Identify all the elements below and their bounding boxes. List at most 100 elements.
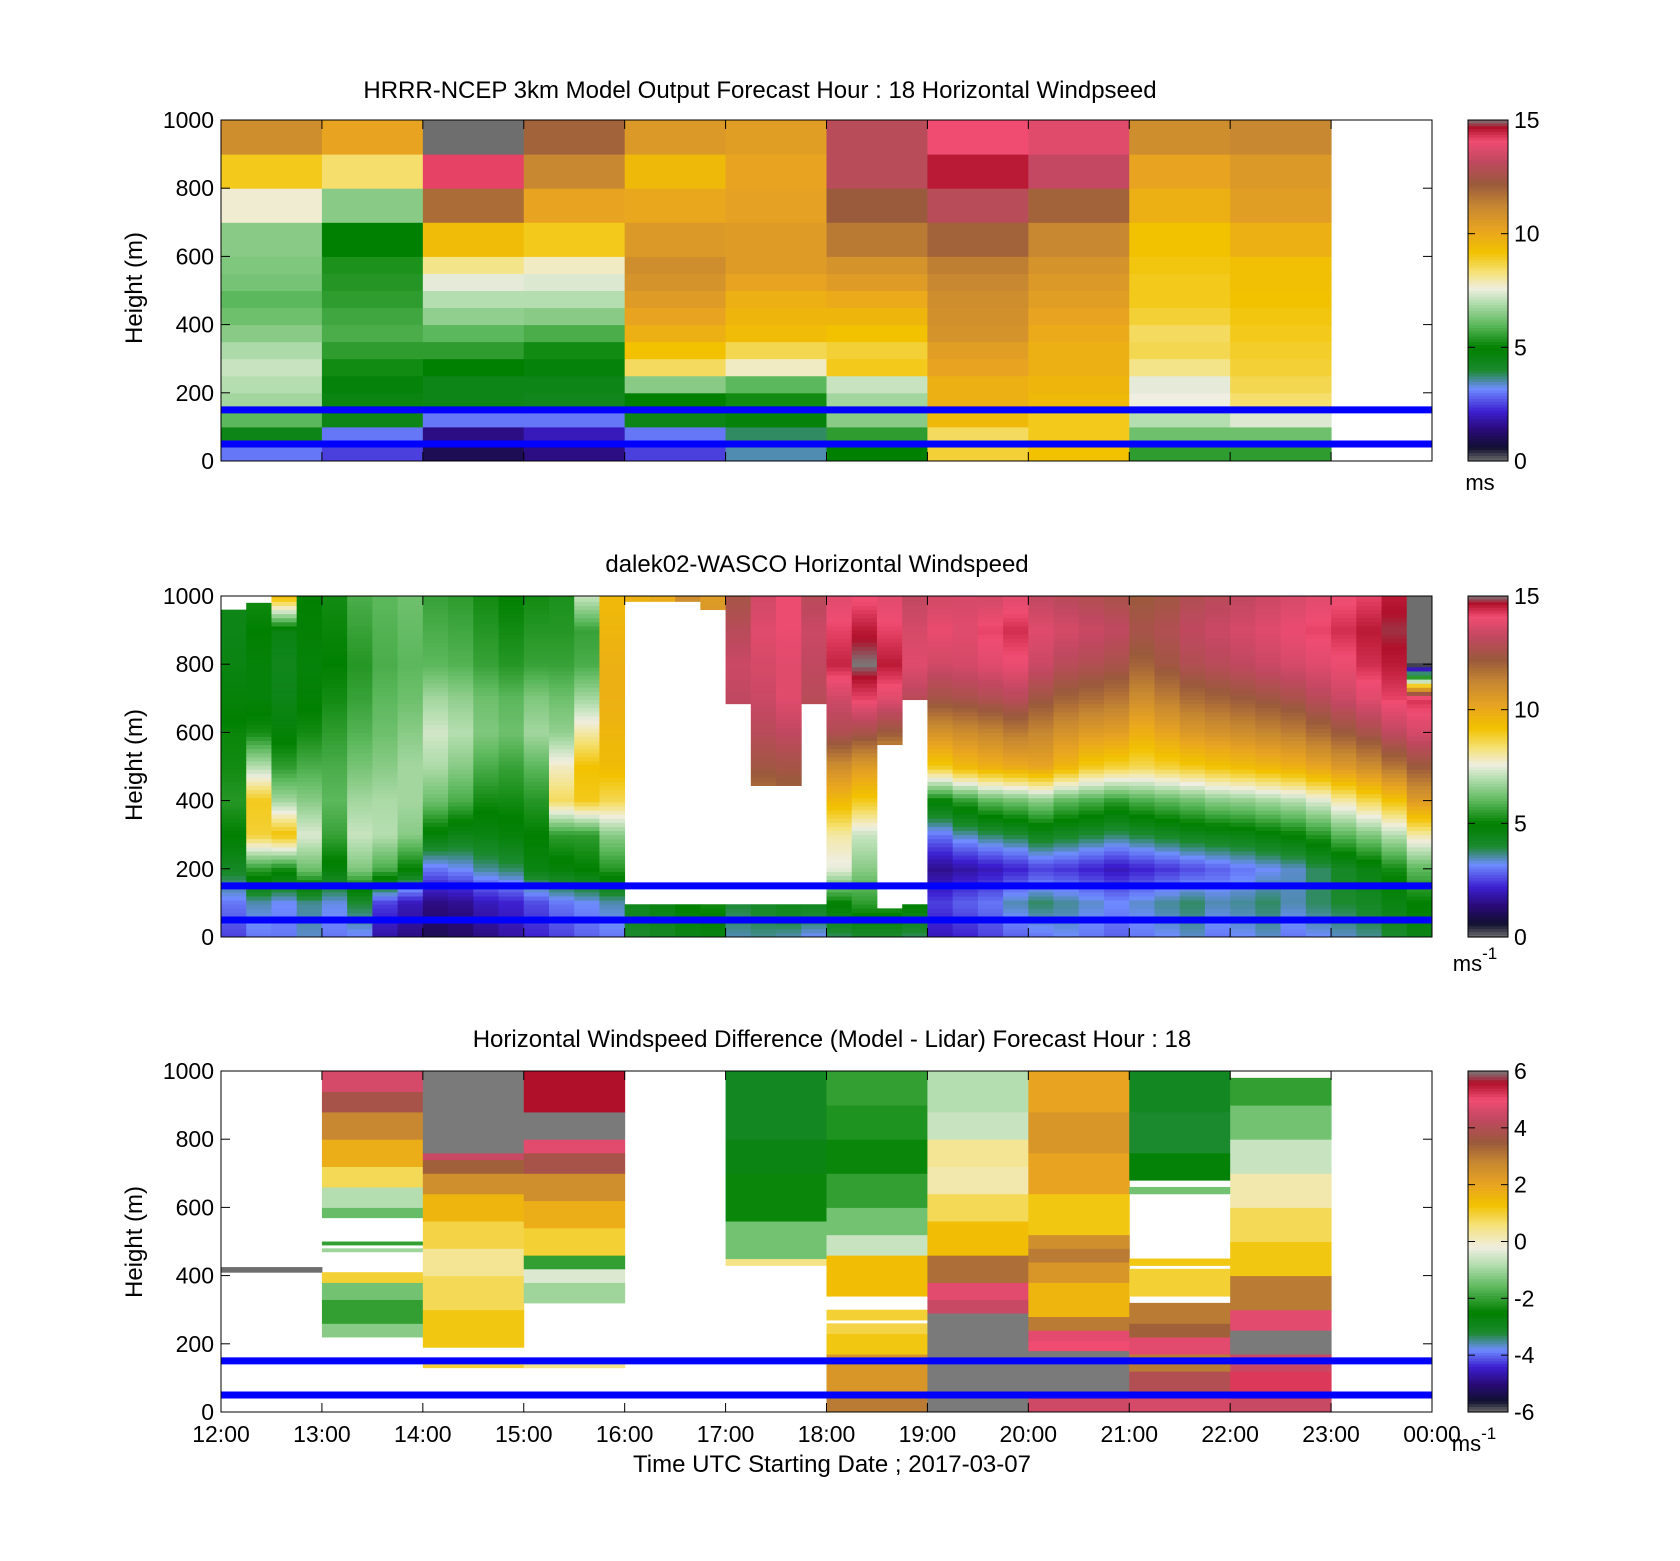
heatmap-cell	[1331, 818, 1357, 823]
heatmap-cell	[876, 724, 903, 729]
heatmap-cell	[321, 724, 348, 729]
heatmap-cell	[221, 826, 247, 832]
heatmap-cell	[498, 879, 525, 885]
heatmap-cell	[1381, 699, 1408, 705]
heatmap-cell	[523, 887, 550, 893]
heatmap-cell	[1053, 785, 1080, 791]
heatmap-cell	[1255, 716, 1282, 721]
heatmap-cell	[473, 666, 499, 672]
heatmap-cell	[372, 609, 399, 615]
heatmap-cell	[1381, 724, 1408, 729]
heatmap-cell	[1003, 908, 1029, 913]
heatmap-cell	[1204, 781, 1231, 786]
colorbar-swatch	[1468, 344, 1508, 348]
heatmap-cell	[1230, 650, 1256, 656]
heatmap-cell	[523, 621, 550, 627]
heatmap-cell	[1179, 744, 1206, 750]
heatmap-cell	[1078, 728, 1105, 733]
heatmap-cell	[473, 720, 499, 725]
heatmap-cell	[851, 658, 878, 664]
heatmap-cell	[927, 613, 954, 619]
heatmap-cell	[1104, 887, 1130, 893]
heatmap-cell	[876, 924, 903, 930]
heatmap-cell	[1028, 679, 1054, 684]
heatmap-cell	[1179, 891, 1206, 897]
heatmap-cell	[397, 826, 424, 832]
heatmap-cell	[750, 691, 777, 696]
heatmap-cell	[1129, 154, 1231, 189]
colorbar-swatch	[1468, 407, 1508, 411]
heatmap-cell	[221, 687, 247, 692]
heatmap-cell	[1154, 732, 1181, 737]
heatmap-cell	[498, 789, 525, 795]
heatmap-cell	[372, 654, 399, 660]
heatmap-cell	[372, 732, 399, 737]
heatmap-cell	[271, 912, 298, 917]
heatmap-cell	[321, 699, 348, 705]
heatmap-cell	[1078, 887, 1105, 893]
heatmap-cell	[1003, 859, 1029, 864]
heatmap-cell	[397, 912, 424, 917]
heatmap-cell	[1028, 341, 1130, 360]
heatmap-cell	[397, 675, 424, 680]
heatmap-cell	[347, 769, 373, 774]
heatmap-cell	[1154, 801, 1181, 807]
heatmap-cell	[1331, 703, 1357, 709]
heatmap-cell	[1356, 605, 1382, 611]
heatmap-cell	[498, 658, 525, 664]
heatmap-cell	[599, 846, 626, 852]
heatmap-cell	[826, 846, 853, 852]
heatmap-cell	[523, 908, 550, 913]
heatmap-cell	[1129, 924, 1155, 930]
heatmap-cell	[1078, 638, 1105, 643]
colorbar-swatch	[1468, 304, 1508, 309]
heatmap-cell	[851, 736, 878, 741]
heatmap-cell	[1154, 666, 1181, 672]
heatmap-cell	[1305, 597, 1332, 602]
heatmap-cell	[851, 822, 878, 827]
heatmap-cell	[347, 810, 373, 815]
heatmap-cell	[523, 650, 550, 656]
heatmap-cell	[1104, 761, 1130, 766]
heatmap-cell	[422, 855, 449, 860]
heatmap-cell	[1331, 789, 1357, 795]
heatmap-cell	[246, 761, 272, 766]
heatmap-cell	[321, 658, 348, 664]
heatmap-cell	[296, 687, 323, 692]
heatmap-cell	[448, 891, 474, 897]
colorbar-swatch	[1468, 1352, 1508, 1356]
heatmap-cell	[1280, 732, 1307, 737]
heatmap-cell	[725, 650, 752, 656]
heatmap-cell	[1028, 443, 1130, 462]
heatmap-cell	[1356, 908, 1382, 913]
heatmap-cell	[1204, 744, 1231, 750]
heatmap-cell	[725, 630, 752, 635]
heatmap-cell	[851, 789, 878, 795]
heatmap-cell	[1280, 887, 1307, 893]
heatmap-cell	[1255, 855, 1282, 860]
heatmap-cell	[927, 1193, 1029, 1222]
heatmap-cell	[1154, 900, 1181, 905]
heatmap-cell	[473, 675, 499, 680]
heatmap-cell	[321, 154, 424, 189]
heatmap-cell	[1028, 838, 1054, 844]
heatmap-cell	[246, 912, 272, 917]
heatmap-cell	[599, 638, 626, 643]
heatmap-cell	[422, 928, 449, 934]
heatmap-cell	[574, 671, 600, 676]
colorbar-swatch	[1468, 202, 1508, 206]
heatmap-cell	[498, 855, 525, 860]
heatmap-cell	[271, 638, 298, 643]
heatmap-cell	[321, 904, 348, 909]
colorbar-swatch	[1468, 1147, 1508, 1152]
heatmap-cell	[1028, 818, 1054, 823]
heatmap-cell	[1331, 842, 1357, 848]
heatmap-cell	[927, 732, 954, 737]
heatmap-cell	[1255, 646, 1282, 651]
heatmap-cell	[1028, 830, 1054, 836]
heatmap-cell	[548, 785, 575, 791]
heatmap-cell	[1204, 728, 1231, 733]
heatmap-cell	[1230, 1207, 1332, 1242]
heatmap-cell	[1356, 896, 1382, 901]
heatmap-cell	[876, 728, 903, 733]
